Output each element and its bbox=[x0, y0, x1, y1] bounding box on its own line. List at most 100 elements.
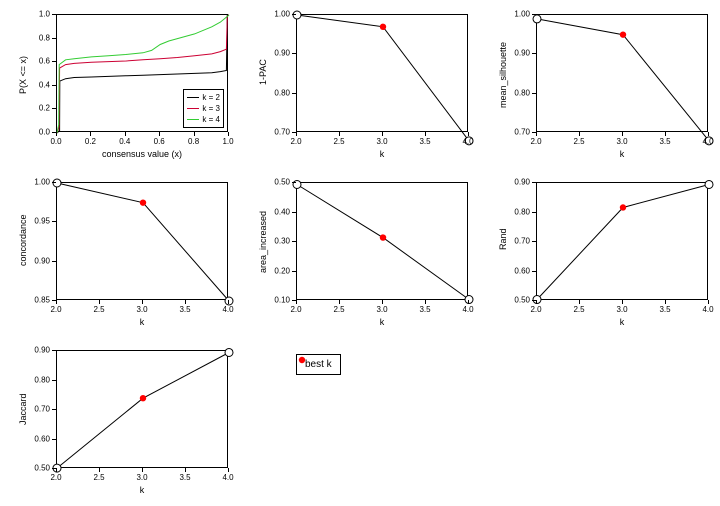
y-tick-label: 0.20 bbox=[270, 266, 290, 275]
y-tick-label: 0.60 bbox=[30, 434, 50, 443]
metric-point-best bbox=[140, 395, 146, 401]
bestk-dot-icon bbox=[297, 355, 307, 365]
y-tick-label: 0.70 bbox=[270, 128, 290, 137]
y-tick-label: 0.90 bbox=[30, 346, 50, 355]
metric-plot-area bbox=[536, 182, 708, 300]
x-axis-label: k bbox=[56, 317, 228, 327]
y-tick-label: 1.00 bbox=[30, 178, 50, 187]
y-axis-label: Rand bbox=[498, 229, 508, 251]
x-tick-label: 3.5 bbox=[179, 305, 190, 314]
metric-line bbox=[297, 15, 469, 141]
metric-point bbox=[225, 348, 233, 356]
x-tick-label: 2.0 bbox=[290, 305, 301, 314]
bestk-legend: best k bbox=[296, 354, 341, 375]
y-tick-label: 0.2 bbox=[30, 104, 50, 113]
y-tick-label: 0.70 bbox=[510, 237, 530, 246]
y-tick-label: 0.80 bbox=[510, 88, 530, 97]
y-tick-label: 0.4 bbox=[30, 80, 50, 89]
x-tick-label: 4.0 bbox=[222, 473, 233, 482]
metric-plot-area bbox=[296, 182, 468, 300]
metric-point bbox=[293, 11, 301, 19]
x-tick-label: 2.0 bbox=[530, 305, 541, 314]
metric-line bbox=[57, 353, 229, 469]
x-tick-label: 0.2 bbox=[85, 137, 96, 146]
x-tick-label: 3.0 bbox=[376, 305, 387, 314]
x-tick-label: 2.5 bbox=[333, 137, 344, 146]
metric-point-best bbox=[380, 234, 386, 240]
x-tick-label: 3.0 bbox=[136, 473, 147, 482]
y-tick-label: 0.90 bbox=[510, 49, 530, 58]
y-tick-label: 1.00 bbox=[510, 10, 530, 19]
y-tick-label: 0.40 bbox=[270, 207, 290, 216]
x-tick-label: 1.0 bbox=[222, 137, 233, 146]
y-tick-label: 0.80 bbox=[30, 375, 50, 384]
x-tick-label: 3.0 bbox=[616, 137, 627, 146]
y-tick-label: 0.95 bbox=[30, 217, 50, 226]
y-tick-label: 1.0 bbox=[30, 10, 50, 19]
y-tick-label: 0.8 bbox=[30, 33, 50, 42]
y-tick-label: 0.80 bbox=[270, 88, 290, 97]
x-tick-label: 2.5 bbox=[93, 305, 104, 314]
metric-point-best bbox=[620, 204, 626, 210]
x-tick-label: 4.0 bbox=[222, 305, 233, 314]
y-axis-label: Jaccard bbox=[18, 394, 28, 426]
cdf-legend-item: k = 2 bbox=[187, 92, 220, 103]
x-tick-label: 3.5 bbox=[659, 137, 670, 146]
x-tick-label: 0.4 bbox=[119, 137, 130, 146]
x-tick-label: 3.5 bbox=[179, 473, 190, 482]
bestk-label: best k bbox=[305, 359, 332, 370]
y-tick-label: 0.60 bbox=[510, 266, 530, 275]
metric-line bbox=[297, 185, 469, 300]
x-tick-label: 3.0 bbox=[376, 137, 387, 146]
y-tick-label: 0.50 bbox=[30, 464, 50, 473]
metric-line bbox=[537, 185, 709, 300]
metric-panel-Rand: 2.02.53.03.54.00.500.600.700.800.90kRand bbox=[484, 172, 720, 338]
y-tick-label: 0.0 bbox=[30, 128, 50, 137]
x-tick-label: 2.5 bbox=[333, 305, 344, 314]
x-tick-label: 0.6 bbox=[154, 137, 165, 146]
metric-point-best bbox=[140, 199, 146, 205]
y-tick-label: 0.85 bbox=[30, 296, 50, 305]
x-tick-label: 2.0 bbox=[50, 473, 61, 482]
y-axis-label: concordance bbox=[18, 215, 28, 267]
x-tick-label: 3.5 bbox=[419, 305, 430, 314]
x-tick-label: 3.5 bbox=[659, 305, 670, 314]
metric-plot-area bbox=[56, 350, 228, 468]
y-tick-label: 0.10 bbox=[270, 296, 290, 305]
metric-point bbox=[225, 297, 233, 305]
y-axis-label: area_increased bbox=[258, 211, 268, 273]
y-tick-label: 1.00 bbox=[270, 10, 290, 19]
x-axis-label: k bbox=[536, 317, 708, 327]
cdf-legend-item: k = 3 bbox=[187, 103, 220, 114]
cdf-legend: k = 2k = 3k = 4 bbox=[183, 89, 224, 128]
x-axis-label: k bbox=[536, 149, 708, 159]
metric-point bbox=[705, 180, 713, 188]
x-tick-label: 2.0 bbox=[290, 137, 301, 146]
y-tick-label: 0.80 bbox=[510, 207, 530, 216]
x-tick-label: 2.0 bbox=[50, 305, 61, 314]
metric-panel-area_increased: 2.02.53.03.54.00.100.200.300.400.50karea… bbox=[244, 172, 480, 338]
x-tick-label: 2.0 bbox=[530, 137, 541, 146]
y-tick-label: 0.90 bbox=[510, 178, 530, 187]
y-tick-label: 0.70 bbox=[510, 128, 530, 137]
x-tick-label: 0.8 bbox=[188, 137, 199, 146]
metric-plot-area bbox=[56, 182, 228, 300]
x-tick-label: 4.0 bbox=[462, 137, 473, 146]
metric-point-best bbox=[380, 24, 386, 30]
x-tick-label: 2.5 bbox=[573, 305, 584, 314]
metric-point bbox=[53, 179, 61, 187]
x-tick-label: 2.5 bbox=[573, 137, 584, 146]
y-tick-label: 0.6 bbox=[30, 57, 50, 66]
metric-point-best bbox=[620, 31, 626, 37]
x-tick-label: 4.0 bbox=[702, 305, 713, 314]
y-tick-label: 0.30 bbox=[270, 237, 290, 246]
metric-plot-area bbox=[296, 14, 468, 132]
x-tick-label: 2.5 bbox=[93, 473, 104, 482]
y-axis-label: P(X <= x) bbox=[18, 56, 28, 94]
x-tick-label: 4.0 bbox=[462, 305, 473, 314]
y-tick-label: 0.90 bbox=[30, 256, 50, 265]
x-tick-label: 3.0 bbox=[136, 305, 147, 314]
x-tick-label: 3.0 bbox=[616, 305, 627, 314]
x-tick-label: 3.5 bbox=[419, 137, 430, 146]
metric-panel-1-PAC: 2.02.53.03.54.00.700.800.901.00k1-PAC bbox=[244, 4, 480, 170]
